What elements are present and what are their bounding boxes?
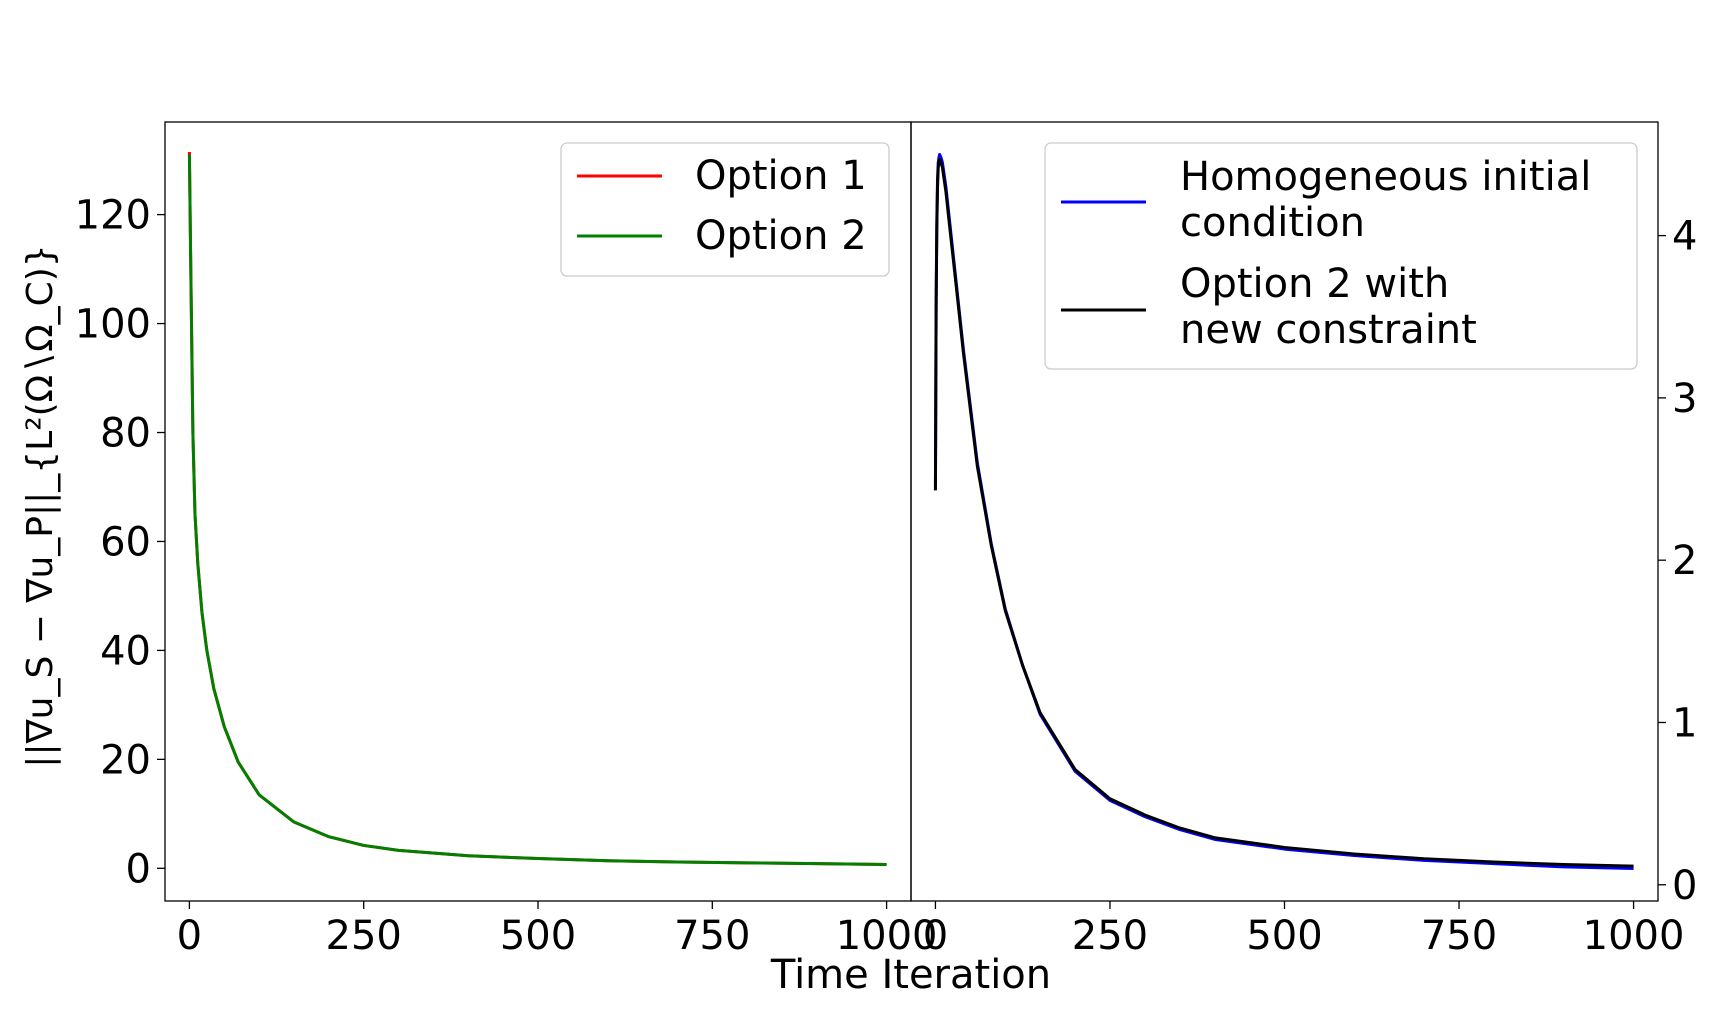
y-tick-label: 80 <box>100 411 151 457</box>
y-tick-label: 0 <box>126 846 151 892</box>
series-line-2 <box>933 157 1634 868</box>
legend-label-2: Option 2 with <box>1180 261 1449 307</box>
x-tick-label: 1000 <box>836 913 938 959</box>
y-tick-label: 100 <box>75 302 151 348</box>
legend-box <box>1044 142 1638 370</box>
x-tick-label: 500 <box>500 913 576 959</box>
legend-label-2: Option 2 <box>695 213 867 259</box>
series-line-2 <box>187 154 887 866</box>
y-tick-label: 3 <box>1672 376 1697 422</box>
x-tick-label: 250 <box>1072 913 1148 959</box>
y-tick-label: 20 <box>100 737 151 783</box>
y-tick-label: 4 <box>1672 214 1697 260</box>
y-tick-label: 1 <box>1672 700 1697 746</box>
y-tick-label: 120 <box>75 193 151 239</box>
y-tick-label: 60 <box>100 519 151 565</box>
x-tick-label: 0 <box>923 913 948 959</box>
x-tick-label: 250 <box>326 913 402 959</box>
x-tick-label: 0 <box>177 913 202 959</box>
legend-label-1: Homogeneous initial <box>1180 154 1591 200</box>
x-axis-label: Time Iteration <box>770 952 1051 998</box>
x-tick-label: 500 <box>1246 913 1322 959</box>
plot-area <box>187 151 887 866</box>
legend-label-1: condition <box>1180 200 1365 246</box>
x-tick-label: 1000 <box>1583 913 1685 959</box>
plot-area <box>933 152 1634 871</box>
y-tick-label: 2 <box>1672 538 1697 584</box>
x-tick-label: 750 <box>1421 913 1497 959</box>
y-tick-label: 0 <box>1672 863 1697 909</box>
x-tick-label: 750 <box>674 913 750 959</box>
y-tick-label: 40 <box>100 628 151 674</box>
legend: Option 1 Option 2 <box>560 142 890 277</box>
legend-label-2: new constraint <box>1180 307 1477 353</box>
legend-label-1: Option 1 <box>695 153 867 199</box>
y-axis-label: ||∇u_S − ∇u_P||_{L²(Ω∖Ω_C)} <box>20 244 61 767</box>
